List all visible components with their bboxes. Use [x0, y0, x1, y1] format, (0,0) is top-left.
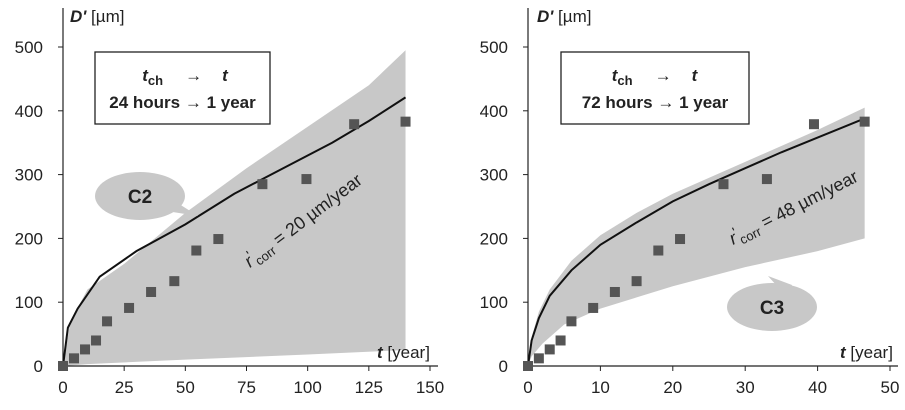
data-point [653, 245, 664, 256]
info-box-tch-sub: ch [617, 73, 632, 88]
data-point [102, 316, 113, 327]
fit-curve [62, 96, 407, 367]
x-tick-label: 20 [663, 378, 682, 397]
x-tick-label: 0 [523, 378, 532, 397]
data-point [718, 179, 729, 190]
y-axis-label: D' [µm] [70, 7, 124, 26]
data-point [566, 316, 577, 327]
callout-bubble [727, 283, 817, 331]
info-box-t: t [692, 66, 699, 85]
info-box [560, 51, 750, 125]
x-axis-label-unit: [year] [383, 343, 430, 362]
data-point [675, 234, 686, 245]
x-tick-label: 50 [881, 378, 900, 397]
data-point [301, 174, 312, 185]
info-box-arrow: → [185, 66, 202, 85]
x-axis-label-symbol: t [377, 343, 384, 362]
y-tick-label: 300 [15, 166, 43, 185]
data-point [349, 119, 360, 130]
rate-annotation-prime: ' [730, 224, 740, 239]
y-tick-label: 100 [480, 293, 508, 312]
x-tick-label: 50 [176, 378, 195, 397]
data-point [191, 245, 202, 256]
x-axis-label-unit: [year] [846, 343, 893, 362]
y-tick-label: 300 [480, 166, 508, 185]
y-tick-label: 400 [480, 102, 508, 121]
x-tick-label: 100 [293, 378, 321, 397]
x-tick-label: 10 [591, 378, 610, 397]
y-axis-label-symbol: D' [70, 7, 87, 26]
y-tick-label: 500 [480, 38, 508, 57]
data-point [859, 116, 870, 127]
data-point [400, 116, 411, 127]
rate-annotation-prime: ' [243, 248, 255, 262]
y-tick-label: 200 [480, 229, 508, 248]
data-point [761, 174, 772, 185]
data-point [257, 179, 268, 190]
info-box-line2: 24 hours → 1 year [109, 93, 256, 112]
info-box-line2: 72 hours → 1 year [582, 93, 729, 112]
x-tick-label: 125 [355, 378, 383, 397]
info-box-line1: tch → t [612, 66, 699, 88]
data-point [523, 361, 533, 371]
data-point [533, 353, 544, 364]
data-point [169, 276, 180, 287]
y-axis-label: D' [µm] [537, 7, 591, 26]
data-point [146, 286, 157, 297]
x-tick-label: 40 [808, 378, 827, 397]
y-axis-label-unit: [µm] [86, 7, 124, 26]
info-box-t: t [222, 66, 229, 85]
y-tick-label: 500 [15, 38, 43, 57]
x-tick-label: 30 [736, 378, 755, 397]
x-axis-label: t [year] [377, 343, 430, 362]
callout-bubble [95, 172, 185, 220]
y-tick-label: 400 [15, 102, 43, 121]
data-point [609, 286, 620, 297]
info-box-tch: t [612, 66, 619, 85]
x-tick-label: 75 [237, 378, 256, 397]
data-point [213, 234, 224, 245]
y-tick-label: 200 [15, 229, 43, 248]
uncertainty-band [528, 107, 865, 367]
x-axis-label: t [year] [840, 343, 893, 362]
data-point [91, 335, 102, 346]
data-point [124, 302, 135, 313]
data-point [631, 276, 642, 287]
x-axis-label-symbol: t [840, 343, 847, 362]
info-box-tch-sub: ch [148, 73, 163, 88]
info-box-line1: tch → t [142, 66, 229, 88]
callout-label: C3 [760, 298, 784, 319]
x-tick-label: 25 [115, 378, 134, 397]
fit-curve [527, 117, 866, 367]
info-box-arrow: → [655, 66, 672, 85]
data-point [808, 119, 819, 130]
y-axis-label-unit: [µm] [553, 7, 591, 26]
y-tick-label: 100 [15, 293, 43, 312]
data-point [588, 302, 599, 313]
y-tick-label: 0 [499, 357, 508, 376]
y-tick-label: 0 [34, 357, 43, 376]
x-tick-label: 0 [58, 378, 67, 397]
data-point [80, 344, 91, 355]
panel-c2: 0 25 50 75 100 125 150 0 100 200 300 400 500 D' [µm] t… [15, 7, 445, 397]
callout-label: C2 [128, 187, 152, 208]
x-tick-label: 150 [416, 378, 444, 397]
data-point [58, 361, 68, 371]
data-point [555, 335, 566, 346]
y-axis-label-symbol: D' [537, 7, 554, 26]
data-point [544, 344, 555, 355]
data-point [69, 353, 80, 364]
info-box [94, 51, 271, 125]
info-box-tch: t [142, 66, 149, 85]
